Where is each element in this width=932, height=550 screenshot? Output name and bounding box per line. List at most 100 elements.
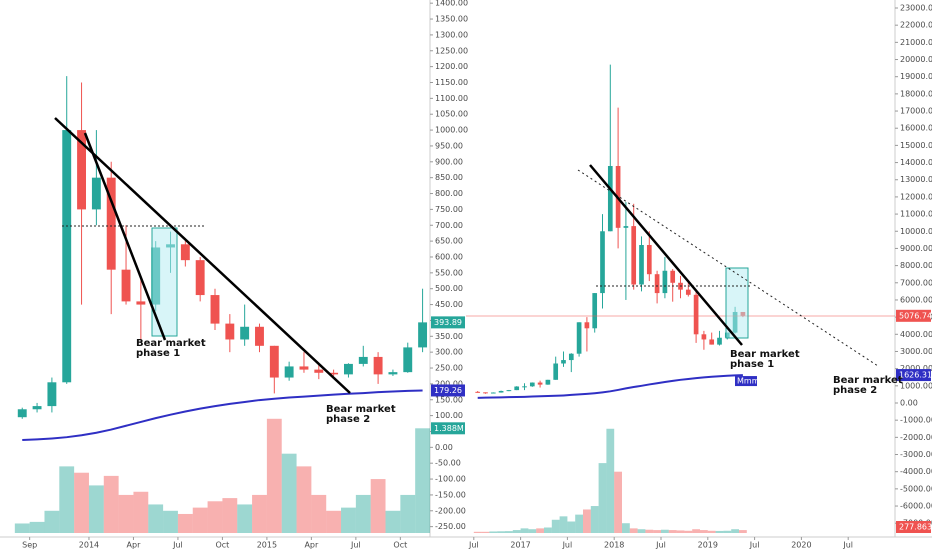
y-tick-label: 600.00: [435, 252, 463, 261]
x-tick-label: 2020: [791, 541, 811, 550]
highlight-box: [725, 267, 749, 339]
volume-bar: [645, 529, 654, 533]
candle-body: [373, 356, 383, 375]
price-tag-label: 179.26: [434, 386, 462, 395]
y-tick-label: 17000.00: [900, 107, 932, 116]
y-tick-label: 1350.00: [435, 15, 468, 24]
volume-bar: [684, 530, 693, 533]
x-tick-label: Sep: [22, 541, 37, 550]
candle-body: [717, 337, 722, 345]
x-tick-label: 2014: [79, 541, 99, 550]
x-tick-label: Oct: [215, 541, 229, 550]
y-tick-label: 1300.00: [435, 30, 468, 39]
volume-bar: [629, 528, 638, 533]
volume-bar: [266, 418, 282, 533]
y-tick-label: 23000.00: [900, 4, 932, 13]
y-tick-label: 300.00: [435, 348, 463, 357]
x-tick-label: Jul: [842, 541, 853, 550]
volume-bar: [252, 494, 267, 533]
candle-body: [17, 409, 27, 418]
candle-body: [514, 386, 520, 391]
candle-body: [483, 392, 488, 394]
volume-bar: [551, 519, 560, 533]
volume-bar: [341, 507, 356, 533]
volume-bar: [355, 494, 371, 533]
candle-body: [255, 326, 264, 346]
y-tick-label: 700.00: [435, 221, 463, 230]
y-tick-label: -250.00: [435, 522, 466, 531]
y-tick-label: 350.00: [435, 332, 463, 341]
volume-tag: [431, 422, 465, 435]
x-tick-label: Jul: [655, 541, 666, 550]
x-tick-label: 2019: [698, 541, 718, 550]
volume-bar: [118, 494, 134, 533]
y-tick-label: 10000.00: [900, 227, 932, 236]
candle-body: [284, 366, 294, 378]
candle-body: [358, 356, 368, 364]
volume-bar: [583, 509, 591, 533]
y-tick-label: 18000.00: [900, 89, 932, 98]
volume-bar: [163, 510, 178, 533]
volume-tag-label: 277.863K: [899, 523, 932, 532]
candle-body: [418, 322, 428, 348]
candle-body: [329, 372, 339, 375]
y-tick-label: 0.00: [900, 398, 918, 407]
y-tick-label: 150.00: [435, 395, 463, 404]
volume-bar: [222, 498, 238, 533]
ma-tag-label: Mmm: [737, 377, 760, 386]
x-tick-label: Jul: [562, 541, 573, 550]
candle-body: [106, 177, 116, 270]
volume-bar: [512, 530, 521, 533]
moving-average: [477, 374, 743, 399]
volume-bar: [676, 530, 685, 533]
y-tick-label: -3000.00: [900, 450, 932, 459]
price-tag-label: 5076.74: [899, 311, 932, 320]
volume-bar: [614, 471, 622, 533]
candle-body: [475, 391, 481, 393]
price-tag-label: 393.89: [434, 318, 462, 327]
volume-bar: [14, 523, 30, 533]
volume-bar: [692, 529, 700, 533]
y-tick-label: 1050.00: [435, 110, 468, 119]
volume-tag-label: 1.388M: [434, 424, 464, 433]
candle-body: [269, 345, 279, 378]
volume-bar: [103, 475, 119, 533]
x-tick-label: Oct: [393, 541, 407, 550]
candle-body: [584, 322, 590, 329]
volume-bar: [237, 504, 253, 533]
volume-bar: [177, 513, 193, 533]
candle-body: [576, 322, 582, 354]
x-tick-label: 2015: [257, 541, 277, 550]
y-tick-label: 1000.00: [435, 126, 468, 135]
volume-bar: [544, 527, 552, 533]
candle-body: [47, 382, 57, 407]
y-tick-label: 1000.00: [900, 381, 932, 390]
candle-body: [631, 226, 637, 285]
y-tick-label: 900.00: [435, 157, 463, 166]
candle-body: [685, 289, 691, 295]
drawings: Bear market phase 1 Bear market phase 2 Be…: [54, 117, 903, 425]
candle-body: [180, 244, 190, 261]
volume-bar: [207, 501, 223, 533]
volume-bar: [723, 530, 732, 533]
trend-line: [83, 132, 167, 341]
volume-bar: [559, 516, 568, 533]
candle-body: [693, 294, 699, 335]
candle-body: [522, 386, 527, 388]
volume-bar: [385, 510, 401, 533]
volume-bar: [520, 528, 529, 533]
candle-body: [623, 226, 629, 228]
volume-bar: [415, 428, 430, 533]
volume-bar: [473, 531, 482, 533]
y-tick-label: 100.00: [435, 411, 463, 420]
y-tick-label: 3000.00: [900, 347, 932, 356]
volume-bar: [637, 529, 646, 533]
y-tick-label: 750.00: [435, 205, 463, 214]
candle-body: [670, 270, 676, 283]
candle-body: [121, 269, 131, 302]
volume-bar: [133, 491, 149, 533]
volume-bar: [653, 530, 661, 533]
volume-bar: [400, 494, 416, 533]
volume-bar: [707, 530, 716, 533]
y-tick-label: 1250.00: [435, 46, 468, 55]
